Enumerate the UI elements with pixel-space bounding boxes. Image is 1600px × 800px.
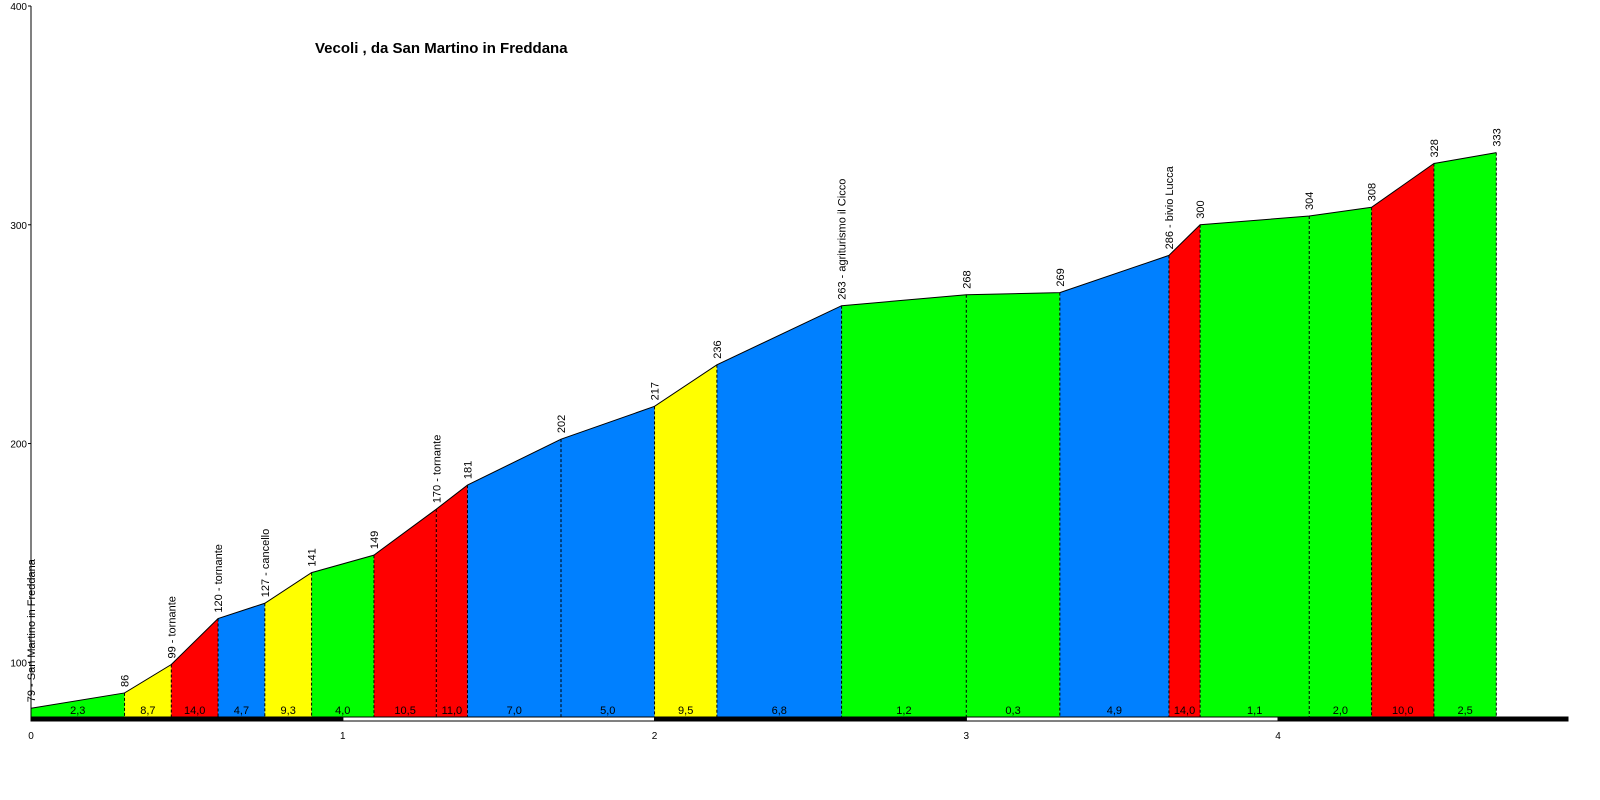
gradient-label: 14,0 bbox=[1174, 705, 1195, 717]
point-label: 202 bbox=[556, 415, 568, 433]
segment bbox=[1309, 207, 1372, 717]
segment bbox=[1200, 216, 1310, 717]
point-label: 333 bbox=[1491, 128, 1503, 146]
segment bbox=[1168, 224, 1201, 717]
y-tick-label: 400 bbox=[10, 2, 27, 13]
segment bbox=[841, 294, 967, 717]
point-label: 308 bbox=[1367, 183, 1379, 201]
point-label: 86 bbox=[120, 675, 132, 687]
gradient-label: 10,5 bbox=[394, 705, 415, 717]
point-label: 79 - San Martino in Freddana bbox=[26, 558, 38, 702]
gradient-label: 7,0 bbox=[507, 705, 522, 717]
gradient-label: 2,0 bbox=[1333, 705, 1348, 717]
segment bbox=[124, 664, 172, 717]
gradient-label: 2,3 bbox=[70, 705, 85, 717]
point-label: 99 - tornante bbox=[166, 596, 178, 658]
x-tick-label: 1 bbox=[340, 731, 346, 742]
x-tick-label: 3 bbox=[964, 731, 970, 742]
gradient-label: 2,5 bbox=[1457, 705, 1472, 717]
x-tick-label: 0 bbox=[28, 731, 34, 742]
gradient-label: 0,3 bbox=[1005, 705, 1020, 717]
point-label: 328 bbox=[1429, 139, 1441, 157]
gradient-label: 9,5 bbox=[678, 705, 693, 717]
segment bbox=[171, 618, 219, 717]
point-label: 269 bbox=[1055, 268, 1067, 286]
gradient-label: 4,7 bbox=[234, 705, 249, 717]
point-label: 268 bbox=[961, 270, 973, 288]
segment bbox=[1433, 152, 1497, 717]
point-label: 263 - agriturismo il Cicco bbox=[837, 179, 849, 300]
km-bar bbox=[965, 716, 1279, 722]
point-label: 181 bbox=[462, 461, 474, 479]
profile-line bbox=[30, 152, 1497, 709]
km-bar bbox=[342, 716, 656, 722]
gradient-label: 11,0 bbox=[442, 705, 463, 717]
point-label: 217 bbox=[650, 382, 662, 400]
segment bbox=[561, 406, 655, 717]
segment bbox=[716, 305, 842, 717]
point-label: 286 - bivio Lucca bbox=[1164, 165, 1176, 249]
y-tick-label: 300 bbox=[10, 221, 27, 232]
segment bbox=[218, 603, 265, 717]
gradient-label: 4,9 bbox=[1107, 705, 1122, 717]
point-label: 120 - tornante bbox=[213, 544, 225, 613]
point-label: 236 bbox=[712, 340, 724, 358]
gradient-label: 1,2 bbox=[896, 705, 911, 717]
point-label: 300 bbox=[1195, 200, 1207, 218]
x-tick-label: 2 bbox=[652, 731, 658, 742]
km-bar bbox=[1277, 716, 1569, 722]
gradient-label: 1,1 bbox=[1247, 705, 1262, 717]
gradient-label: 4,0 bbox=[335, 705, 350, 717]
segment bbox=[1059, 255, 1169, 718]
gradient-label: 5,0 bbox=[600, 705, 615, 717]
segment bbox=[1371, 163, 1434, 717]
chart-title: Vecoli , da San Martino in Freddana bbox=[315, 40, 568, 57]
point-label: 141 bbox=[307, 548, 319, 566]
segment bbox=[966, 292, 1060, 717]
km-bar bbox=[654, 716, 967, 722]
km-bar bbox=[30, 716, 344, 722]
point-label: 304 bbox=[1304, 192, 1316, 210]
gradient-label: 9,3 bbox=[281, 705, 296, 717]
y-tick-label: 100 bbox=[10, 658, 27, 669]
segment bbox=[436, 485, 468, 717]
segment bbox=[311, 555, 374, 717]
gradient-label: 14,0 bbox=[184, 705, 205, 717]
gradient-label: 6,8 bbox=[772, 705, 787, 717]
segment bbox=[373, 509, 437, 717]
gradient-label: 10,0 bbox=[1392, 705, 1413, 717]
segment bbox=[467, 439, 561, 717]
segment bbox=[654, 364, 717, 717]
segment bbox=[31, 692, 125, 717]
gradient-label: 8,7 bbox=[140, 705, 155, 717]
point-label: 149 bbox=[369, 531, 381, 549]
point-label: 127 - cancello bbox=[260, 529, 272, 598]
point-label: 170 - tornante bbox=[431, 435, 443, 504]
x-tick-label: 4 bbox=[1275, 731, 1281, 742]
segment bbox=[264, 572, 312, 717]
y-tick-label: 200 bbox=[10, 440, 27, 451]
